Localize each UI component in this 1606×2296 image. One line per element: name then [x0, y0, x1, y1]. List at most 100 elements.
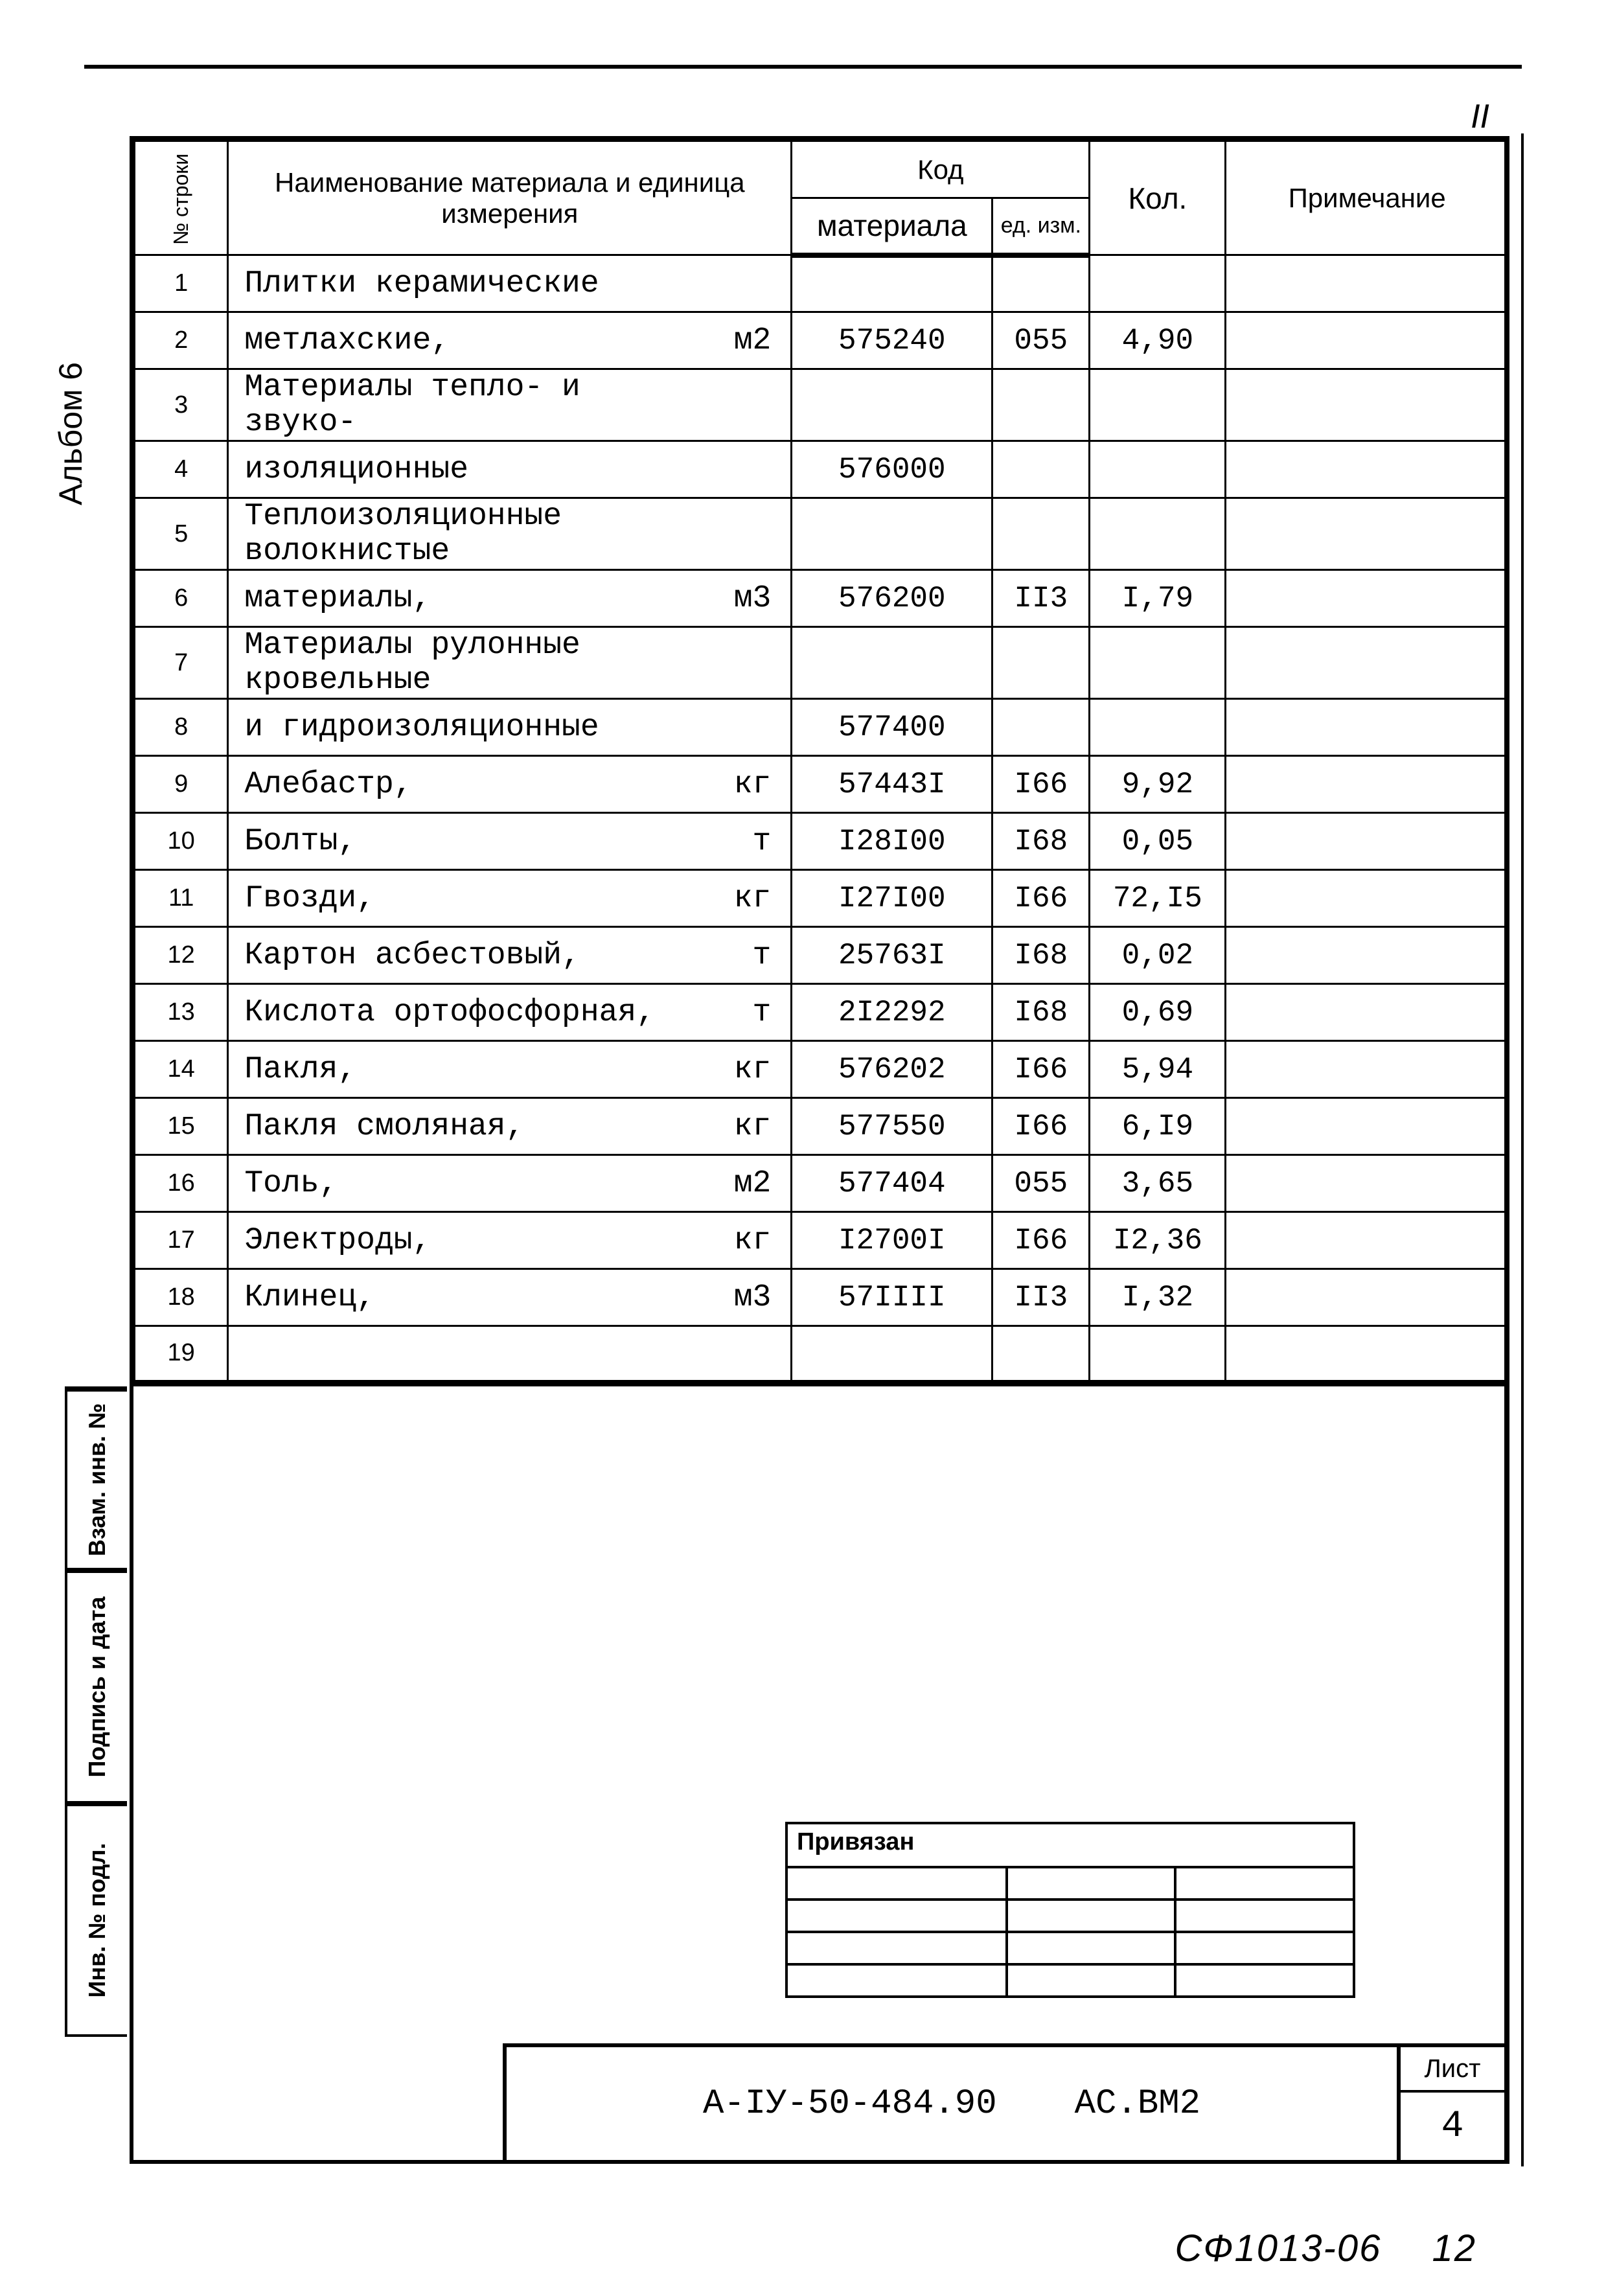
- cell-code-material: 25763I: [792, 927, 992, 984]
- material-name: Клинец,: [244, 1280, 700, 1315]
- material-unit: кг: [700, 1109, 771, 1144]
- sheet-number: 4: [1401, 2093, 1504, 2160]
- table-row: 1Плитки керамические: [135, 255, 1509, 312]
- cell-code-unit: 055: [992, 312, 1090, 369]
- priv-cell: [1175, 1964, 1354, 1997]
- cell-name: изоляционные: [228, 441, 792, 498]
- page-number-top: II: [1471, 97, 1489, 136]
- cell-note: [1226, 870, 1509, 927]
- cell-code-unit: [992, 369, 1090, 441]
- sheet-box: Лист 4: [1401, 2047, 1504, 2160]
- table-row: 15Пакля смоляная,кг577550I666,I9: [135, 1098, 1509, 1155]
- cell-note: [1226, 570, 1509, 627]
- cell-name: Плитки керамические: [228, 255, 792, 312]
- cell-row-num: 15: [135, 1098, 228, 1155]
- material-name: материалы,: [244, 581, 700, 616]
- footer-code: СФ1013-06 12: [1175, 2227, 1477, 2270]
- cell-note: [1226, 1155, 1509, 1212]
- material-name: Кислота ортофосфорная,: [244, 995, 700, 1030]
- cell-qty: 5,94: [1090, 1041, 1226, 1098]
- left-stamp-cell-1: Взам. инв. №: [65, 1389, 127, 1570]
- cell-code-material: 577550: [792, 1098, 992, 1155]
- left-stamp-column: Взам. инв. № Подпись и дата Инв. № подл.: [65, 1386, 127, 2164]
- title-block: А-IУ-50-484.90 АС.ВМ2 Лист 4: [503, 2043, 1504, 2160]
- cell-name: Теплоизоляционные волокнистые: [228, 498, 792, 570]
- table-row: 13Кислота ортофосфорная,т2I2292I680,69: [135, 984, 1509, 1041]
- cell-row-num: 3: [135, 369, 228, 441]
- cell-row-num: 18: [135, 1269, 228, 1326]
- priv-cell: [1007, 1900, 1175, 1932]
- cell-row-num: 9: [135, 756, 228, 813]
- cell-qty: [1090, 498, 1226, 570]
- sheet-label: Лист: [1401, 2047, 1504, 2093]
- left-stamp-label-2: Подпись и дата: [84, 1597, 111, 1778]
- left-stamp-cell-3: Инв. № подл.: [65, 1804, 127, 2037]
- cell-note: [1226, 984, 1509, 1041]
- cell-row-num: 4: [135, 441, 228, 498]
- priv-cell: [1175, 1867, 1354, 1900]
- cell-code-material: [792, 498, 992, 570]
- cell-name: Гвозди,кг: [228, 870, 792, 927]
- page: II Альбом 6 Взам. инв. № Подпись и дата …: [0, 0, 1606, 2296]
- cell-row-num: 10: [135, 813, 228, 870]
- cell-qty: 0,02: [1090, 927, 1226, 984]
- material-unit: кг: [700, 881, 771, 916]
- cell-note: [1226, 498, 1509, 570]
- cell-name: материалы,м3: [228, 570, 792, 627]
- cell-note: [1226, 1212, 1509, 1269]
- th-code-unit: ед. изм.: [992, 198, 1090, 255]
- material-name: Пакля,: [244, 1052, 700, 1087]
- th-code: Код: [792, 141, 1090, 198]
- cell-qty: 3,65: [1090, 1155, 1226, 1212]
- cell-code-unit: [992, 255, 1090, 312]
- cell-row-num: 17: [135, 1212, 228, 1269]
- cell-note: [1226, 1098, 1509, 1155]
- cell-name: и гидроизоляционные: [228, 699, 792, 756]
- cell-name: Пакля смоляная,кг: [228, 1098, 792, 1155]
- form-code: СФ1013-06: [1175, 2227, 1382, 2269]
- cell-name: Материалы рулонные кровельные: [228, 627, 792, 699]
- material-unit: т: [700, 824, 771, 859]
- cell-row-num: 6: [135, 570, 228, 627]
- cell-qty: I,32: [1090, 1269, 1226, 1326]
- cell-note: [1226, 1269, 1509, 1326]
- cell-name: Электроды,кг: [228, 1212, 792, 1269]
- material-name: Толь,: [244, 1166, 700, 1201]
- cell-code-unit: [992, 441, 1090, 498]
- cell-note: [1226, 1326, 1509, 1383]
- cell-row-num: 16: [135, 1155, 228, 1212]
- cell-code-material: 577404: [792, 1155, 992, 1212]
- cell-qty: 4,90: [1090, 312, 1226, 369]
- cell-qty: [1090, 627, 1226, 699]
- material-name: Теплоизоляционные волокнистые: [244, 499, 700, 569]
- material-name: Электроды,: [244, 1223, 700, 1258]
- cell-note: [1226, 627, 1509, 699]
- cell-code-unit: [992, 498, 1090, 570]
- cell-qty: 6,I9: [1090, 1098, 1226, 1155]
- doc-part: АС.ВМ2: [1075, 2084, 1200, 2124]
- th-row-no: № строки: [135, 141, 228, 255]
- table-row: 4изоляционные576000: [135, 441, 1509, 498]
- left-stamp-label-3: Инв. № подл.: [84, 1843, 111, 1998]
- cell-code-unit: II3: [992, 570, 1090, 627]
- cell-name: Кислота ортофосфорная,т: [228, 984, 792, 1041]
- cell-name: Клинец,м3: [228, 1269, 792, 1326]
- cell-qty: [1090, 255, 1226, 312]
- cell-code-material: 576000: [792, 441, 992, 498]
- table-row: 18Клинец,м357IIIIII3I,32: [135, 1269, 1509, 1326]
- cell-row-num: 1: [135, 255, 228, 312]
- materials-table: № строки Наименование материала и единиц…: [133, 140, 1509, 1386]
- cell-qty: I,79: [1090, 570, 1226, 627]
- table-row: 2метлахские,м25752400554,90: [135, 312, 1509, 369]
- cell-code-material: 577400: [792, 699, 992, 756]
- cell-row-num: 5: [135, 498, 228, 570]
- th-qty: Кол.: [1090, 141, 1226, 255]
- cell-note: [1226, 1041, 1509, 1098]
- cell-code-material: I28I00: [792, 813, 992, 870]
- cell-row-num: 11: [135, 870, 228, 927]
- left-stamp-cell-2: Подпись и дата: [65, 1570, 127, 1804]
- table-row: 12Картон асбестовый,т25763II680,02: [135, 927, 1509, 984]
- cell-code-unit: I66: [992, 870, 1090, 927]
- material-unit: кг: [700, 1223, 771, 1258]
- table-row: 16Толь,м25774040553,65: [135, 1155, 1509, 1212]
